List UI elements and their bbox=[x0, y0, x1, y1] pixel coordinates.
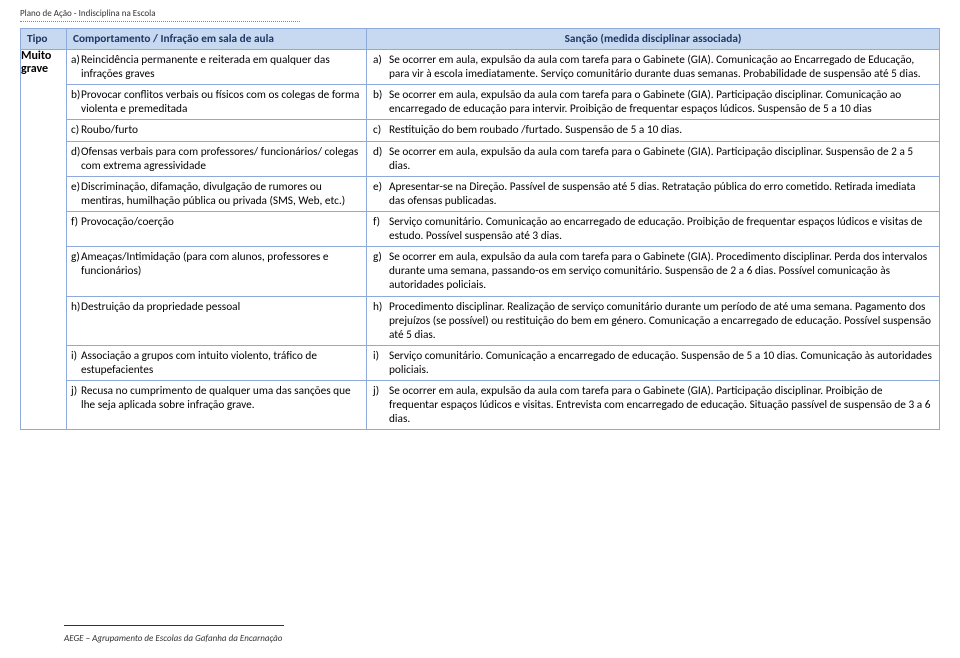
content-cell: a)Reincidência permanente e reiterada em… bbox=[67, 50, 940, 430]
row-letter: b) bbox=[71, 88, 80, 102]
row-letter: a) bbox=[373, 53, 389, 81]
footer-text: AEGE – Agrupamento de Escolas da Gafanha… bbox=[64, 633, 282, 644]
row-letter: d) bbox=[373, 145, 389, 173]
table-row: f)Provocação/coerçãof)Serviço comunitári… bbox=[67, 212, 939, 247]
row-letter: c) bbox=[373, 123, 389, 137]
comportamento-cell: b)Provocar conflitos verbais ou físicos … bbox=[67, 85, 367, 119]
header-comportamento: Comportamento / Infração em sala de aula bbox=[67, 29, 367, 50]
sancao-text: Serviço comunitário. Comunicação a encar… bbox=[389, 349, 933, 377]
row-letter: h) bbox=[71, 300, 80, 314]
sancao-text: Se ocorrer em aula, expulsão da aula com… bbox=[389, 88, 933, 116]
sancao-cell: e)Apresentar-se na Direção. Passível de … bbox=[367, 177, 939, 211]
comportamento-cell: d)Ofensas verbais para com professores/ … bbox=[67, 142, 367, 176]
row-letter: g) bbox=[71, 250, 80, 264]
comportamento-text: Associação a grupos com intuito violento… bbox=[81, 349, 317, 377]
row-letter: i) bbox=[71, 349, 77, 363]
row-letter: g) bbox=[373, 250, 389, 292]
row-letter: e) bbox=[373, 180, 389, 208]
comportamento-cell: c)Roubo/furto bbox=[67, 120, 367, 140]
comportamento-text: Provocação/coerção bbox=[81, 215, 174, 229]
header-sancao: Sanção (medida disciplinar associada) bbox=[367, 29, 940, 50]
sancao-cell: b)Se ocorrer em aula, expulsão da aula c… bbox=[367, 85, 939, 119]
tipo-cell: Muito grave bbox=[21, 50, 67, 430]
sancao-text: Procedimento disciplinar. Realização de … bbox=[389, 300, 933, 342]
sancao-text: Apresentar-se na Direção. Passível de su… bbox=[389, 180, 933, 208]
comportamento-text: Ofensas verbais para com professores/ fu… bbox=[81, 145, 358, 173]
row-letter: b) bbox=[373, 88, 389, 116]
row-letter: e) bbox=[71, 180, 80, 194]
table-row: e)Discriminação, difamação, divulgação d… bbox=[67, 177, 939, 212]
row-letter: a) bbox=[71, 53, 80, 67]
comportamento-text: Recusa no cumprimento de qualquer uma da… bbox=[81, 384, 351, 412]
sancao-cell: d)Se ocorrer em aula, expulsão da aula c… bbox=[367, 142, 939, 176]
row-letter: j) bbox=[71, 384, 77, 398]
row-letter: d) bbox=[71, 145, 80, 159]
table-row: a)Reincidência permanente e reiterada em… bbox=[67, 50, 939, 85]
sancao-cell: a)Se ocorrer em aula, expulsão da aula c… bbox=[367, 50, 939, 84]
row-letter: c) bbox=[71, 123, 79, 137]
row-letter: f) bbox=[373, 215, 389, 243]
sancao-text: Se ocorrer em aula, expulsão da aula com… bbox=[389, 145, 933, 173]
sancao-cell: j)Se ocorrer em aula, expulsão da aula c… bbox=[367, 381, 939, 429]
comportamento-cell: i) Associação a grupos com intuito violen… bbox=[67, 346, 367, 380]
table-row: c)Roubo/furtoc)Restituição do bem roubad… bbox=[67, 120, 939, 141]
comportamento-cell: a)Reincidência permanente e reiterada em… bbox=[67, 50, 367, 84]
comportamento-text: Roubo/furto bbox=[81, 123, 138, 137]
title-underline bbox=[20, 21, 300, 22]
sancao-text: Se ocorrer em aula, expulsão da aula com… bbox=[389, 53, 933, 81]
row-letter: i) bbox=[373, 349, 389, 377]
document-title: Plano de Ação - Indisciplina na Escola bbox=[20, 8, 940, 19]
row-letter: f) bbox=[71, 215, 78, 229]
table-row: h)Destruição da propriedade pessoalh)Pro… bbox=[67, 297, 939, 346]
sancao-cell: c)Restituição do bem roubado /furtado. S… bbox=[367, 120, 939, 140]
comportamento-cell: f)Provocação/coerção bbox=[67, 212, 367, 246]
table-row: g)Ameaças/Intimidação (para com alunos, … bbox=[67, 247, 939, 296]
disciplinary-table: Tipo Comportamento / Infração em sala de… bbox=[20, 28, 940, 430]
row-letter: h) bbox=[373, 300, 389, 342]
sancao-text: Se ocorrer em aula, expulsão da aula com… bbox=[389, 250, 933, 292]
comportamento-text: Provocar conflitos verbais ou físicos co… bbox=[81, 88, 359, 116]
table-row: b)Provocar conflitos verbais ou físicos … bbox=[67, 85, 939, 120]
comportamento-text: Reincidência permanente e reiterada em q… bbox=[81, 53, 330, 81]
sancao-text: Serviço comunitário. Comunicação ao enca… bbox=[389, 215, 933, 243]
comportamento-cell: e)Discriminação, difamação, divulgação d… bbox=[67, 177, 367, 211]
table-row: d)Ofensas verbais para com professores/ … bbox=[67, 142, 939, 177]
table-row: i) Associação a grupos com intuito violen… bbox=[67, 346, 939, 381]
sancao-cell: h)Procedimento disciplinar. Realização d… bbox=[367, 297, 939, 345]
sancao-cell: i)Serviço comunitário. Comunicação a enc… bbox=[367, 346, 939, 380]
comportamento-text: Destruição da propriedade pessoal bbox=[81, 300, 240, 314]
sancao-text: Se ocorrer em aula, expulsão da aula com… bbox=[389, 384, 933, 426]
table-body-row: Muito grave a)Reincidência permanente e … bbox=[21, 50, 940, 430]
comportamento-text: Discriminação, difamação, divulgação de … bbox=[81, 180, 345, 208]
comportamento-cell: j) Recusa no cumprimento de qualquer uma … bbox=[67, 381, 367, 429]
sancao-cell: g)Se ocorrer em aula, expulsão da aula c… bbox=[367, 247, 939, 295]
comportamento-cell: h)Destruição da propriedade pessoal bbox=[67, 297, 367, 345]
header-tipo: Tipo bbox=[21, 29, 67, 50]
table-header-row: Tipo Comportamento / Infração em sala de… bbox=[21, 29, 940, 50]
comportamento-text: Ameaças/Intimidação (para com alunos, pr… bbox=[81, 250, 329, 278]
sancao-cell: f)Serviço comunitário. Comunicação ao en… bbox=[367, 212, 939, 246]
comportamento-cell: g)Ameaças/Intimidação (para com alunos, … bbox=[67, 247, 367, 295]
row-letter: j) bbox=[373, 384, 389, 426]
table-row: j) Recusa no cumprimento de qualquer uma … bbox=[67, 381, 939, 429]
footer-rule bbox=[64, 625, 284, 626]
sancao-text: Restituição do bem roubado /furtado. Sus… bbox=[389, 123, 933, 137]
